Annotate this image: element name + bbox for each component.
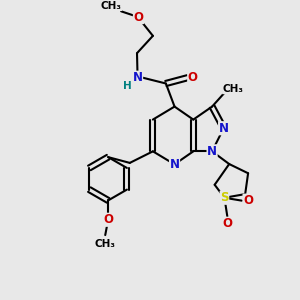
Text: CH₃: CH₃ [100,1,122,10]
Text: CH₃: CH₃ [223,84,244,94]
Text: O: O [222,217,232,230]
Text: O: O [134,11,143,24]
Text: CH₃: CH₃ [95,239,116,249]
Text: O: O [103,213,113,226]
Text: S: S [220,191,229,204]
Text: O: O [243,194,253,207]
Text: N: N [207,145,217,158]
Text: N: N [219,122,229,135]
Text: H: H [122,81,131,91]
Text: N: N [169,158,179,171]
Text: N: N [133,71,142,84]
Text: O: O [188,71,198,84]
